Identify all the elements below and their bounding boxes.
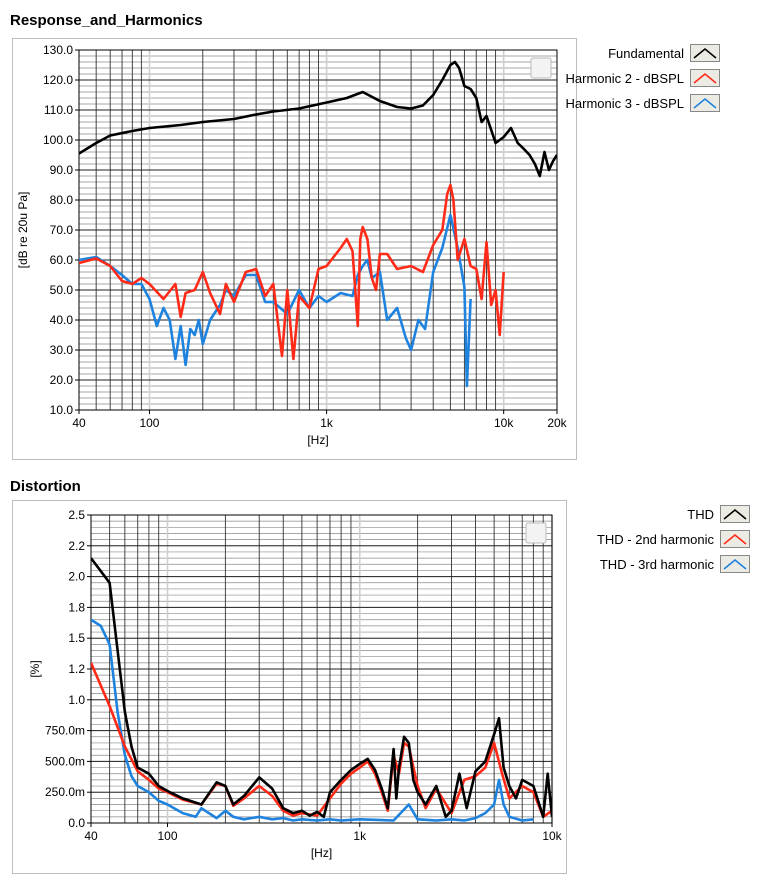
legend-swatch-fundamental[interactable] xyxy=(690,44,720,62)
x-axis-label: [Hz] xyxy=(311,846,332,860)
y-tick-label: 2.0 xyxy=(68,570,85,584)
x-tick-label: 40 xyxy=(84,829,98,843)
y-tick-label: 40.0 xyxy=(50,313,74,327)
legend-swatch-harmonic-2[interactable] xyxy=(690,69,720,87)
x-tick-label: 100 xyxy=(157,829,177,843)
y-tick-label: 500.0m xyxy=(45,754,85,768)
legend-swatch-harmonic-3[interactable] xyxy=(690,94,720,112)
x-tick-label: 100 xyxy=(139,416,159,430)
y-tick-label: 1.5 xyxy=(68,631,85,645)
y-tick-label: 750.0m xyxy=(45,724,85,738)
y-tick-label: 10.0 xyxy=(50,403,74,417)
y-tick-label: 130.0 xyxy=(43,43,73,57)
legend-response: Fundamental Harmonic 2 - dBSPL Harmonic … xyxy=(560,42,720,122)
legend-item: Harmonic 2 - dBSPL xyxy=(565,67,720,89)
legend-item: Fundamental xyxy=(608,42,720,64)
series-line xyxy=(91,557,552,819)
legend-swatch-thd-2nd[interactable] xyxy=(720,530,750,548)
y-tick-label: 120.0 xyxy=(43,73,73,87)
y-tick-label: 50.0 xyxy=(50,283,74,297)
chart-title-distortion: Distortion xyxy=(10,478,81,495)
graph-palette-icon xyxy=(525,522,547,544)
series-line xyxy=(91,618,534,822)
y-axis-label: [%] xyxy=(28,660,42,677)
y-tick-label: 250.0m xyxy=(45,785,85,799)
legend-label: Harmonic 3 - dBSPL xyxy=(565,95,685,111)
y-tick-label: 1.2 xyxy=(68,662,85,676)
x-tick-label: 10k xyxy=(494,416,514,430)
series-line xyxy=(79,183,505,361)
legend-swatch-thd-3rd[interactable] xyxy=(720,555,750,573)
legend-swatch-thd[interactable] xyxy=(720,505,750,523)
y-tick-label: 2.2 xyxy=(68,539,85,553)
graph-palette-icon xyxy=(530,57,552,79)
legend-label: THD - 2nd harmonic xyxy=(596,531,714,547)
series-line xyxy=(79,213,472,388)
y-tick-label: 110.0 xyxy=(44,103,73,117)
x-tick-label: 1k xyxy=(353,829,367,843)
response-chart: 10.0 20.0 30.0 40.0 50.0 60.0 70.0 80.0 90.0 100.… xyxy=(16,43,568,447)
series-line xyxy=(79,60,557,178)
legend-item: THD - 3rd harmonic xyxy=(600,553,750,575)
legend-item: THD - 2nd harmonic xyxy=(597,528,750,550)
legend-item: THD xyxy=(687,503,750,525)
legend-label: Fundamental xyxy=(608,45,684,61)
x-axis-label: [Hz] xyxy=(307,433,328,447)
y-tick-label: 100.0 xyxy=(43,133,73,147)
y-tick-label: 80.0 xyxy=(50,193,74,207)
y-tick-label: 90.0 xyxy=(50,163,74,177)
legend-label: Harmonic 2 - dBSPL xyxy=(565,70,685,86)
legend-label: THD xyxy=(687,506,714,522)
y-tick-label: 60.0 xyxy=(50,253,74,267)
x-tick-label: 10k xyxy=(542,829,562,843)
y-tick-label: 70.0 xyxy=(50,223,74,237)
y-axis-label: [dB re 20u Pa] xyxy=(16,192,30,269)
x-tick-label: 40 xyxy=(72,416,86,430)
y-tick-label: 1.0 xyxy=(68,693,85,707)
y-tick-label: 20.0 xyxy=(50,373,74,387)
legend-distortion: THD THD - 2nd harmonic THD - 3rd harmoni… xyxy=(560,503,750,583)
chart-title-response: Response_and_Harmonics xyxy=(10,12,203,29)
y-tick-label: 0.0 xyxy=(68,816,85,830)
y-tick-label: 1.8 xyxy=(68,600,85,614)
y-tick-label: 30.0 xyxy=(50,343,74,357)
x-tick-label: 20k xyxy=(547,416,567,430)
legend-label: THD - 3rd harmonic xyxy=(599,556,714,572)
x-tick-label: 1k xyxy=(320,416,334,430)
legend-item: Harmonic 3 - dBSPL xyxy=(565,92,720,114)
y-tick-label: 2.5 xyxy=(68,508,85,522)
